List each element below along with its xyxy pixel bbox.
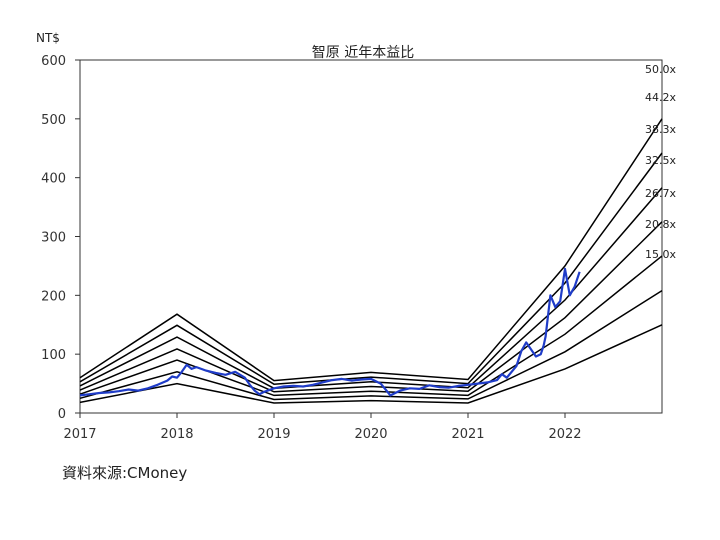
pe-band-label: 15.0x [645,248,676,261]
pe-band-label: 38.3x [645,123,676,136]
pe-band-label: 26.7x [645,187,676,200]
pe-band-label: 32.5x [645,154,676,167]
x-tick-label: 2018 [160,427,193,442]
pe-band-line [79,289,663,401]
axes: 0 100 200 300 400 500 600 2017 2018 2019 2020 2021 2… [41,54,663,442]
x-tick-label: 2021 [451,427,484,442]
plot-frame [79,59,663,414]
pe-band-line [79,221,663,393]
pe-band-label: 20.8x [645,218,676,231]
chart-title: 智原 近年本益比 [312,45,414,61]
x-tick-label: 2019 [257,427,290,442]
pe-band-label: 44.2x [645,91,676,104]
pe-band-label: 50.0x [645,63,676,76]
source-note: 資料來源:CMoney [62,464,188,482]
x-tick-label: 2020 [354,427,387,442]
pe-bands [79,118,663,404]
y-tick-label: 100 [41,348,66,363]
pe-band-line [79,255,663,397]
price-series [79,267,581,397]
pe-band-line [79,324,663,404]
x-tick-label: 2022 [548,427,581,442]
y-tick-label: 500 [41,113,66,128]
pe-band-line [79,118,663,382]
price-line [79,267,581,397]
y-tick-label: 200 [41,289,66,304]
y-tick-label: 400 [41,172,66,187]
y-tick-label: 0 [58,407,66,422]
y-tick-label: 600 [41,54,66,69]
pe-band-line [79,152,663,385]
x-tick-label: 2017 [63,427,96,442]
y-tick-label: 300 [41,231,66,246]
y-axis-unit: NT$ [36,31,60,45]
band-labels: 50.0x 44.2x 38.3x 32.5x 26.7x 20.8x 15.0x [645,63,676,261]
pe-band-line [79,187,663,390]
